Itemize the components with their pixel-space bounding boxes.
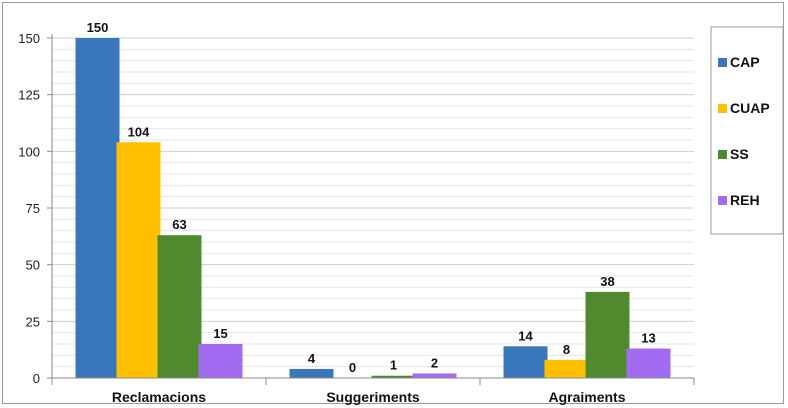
legend-label: CAP: [730, 54, 760, 70]
data-label: 150: [87, 20, 109, 35]
bar: [75, 38, 120, 378]
bar: [371, 375, 416, 378]
data-label: 1: [390, 358, 397, 373]
legend-label: CUAP: [730, 100, 770, 116]
legend: CAP CUAP SS REH: [710, 26, 784, 235]
y-tick-label: 75: [26, 201, 40, 216]
bar: [503, 346, 548, 378]
data-label: 63: [172, 217, 186, 232]
data-label: 104: [128, 124, 150, 139]
y-axis: 0 25 50 75 100 125 150: [18, 31, 53, 386]
bar: [116, 142, 161, 378]
bar: [626, 348, 671, 378]
bar: [289, 368, 334, 378]
y-tick-label: 0: [33, 371, 40, 386]
x-category-label: Reclamacions: [112, 389, 206, 405]
data-label: 8: [563, 342, 570, 357]
data-label: 38: [600, 274, 614, 289]
x-category-label: Agraiments: [548, 389, 625, 405]
legend-swatch: [718, 196, 727, 205]
data-label: 15: [213, 326, 227, 341]
legend-swatch: [718, 150, 727, 159]
y-tick-label: 50: [26, 258, 40, 273]
bar: [544, 359, 589, 378]
legend-swatch: [718, 104, 727, 113]
legend-label: REH: [730, 192, 760, 208]
data-label: 4: [308, 351, 316, 366]
bars: 150 104 63 15 4 0 1 2 14 8 38 13: [75, 20, 671, 378]
data-label: 14: [518, 328, 533, 343]
bar: [412, 373, 457, 378]
data-label: 13: [641, 331, 655, 346]
data-label: 2: [431, 355, 438, 370]
legend-swatch: [718, 58, 727, 67]
y-tick-label: 100: [18, 144, 40, 159]
y-tick-label: 125: [18, 88, 40, 103]
data-label: 0: [349, 360, 356, 375]
y-tick-label: 25: [26, 314, 40, 329]
y-tick-label: 150: [18, 31, 40, 46]
x-category-label: Suggeriments: [326, 389, 420, 405]
bar: [198, 344, 243, 378]
x-axis: Reclamacions Suggeriments Agraiments: [51, 377, 695, 405]
bar: [585, 291, 630, 378]
bar: [157, 235, 202, 378]
legend-label: SS: [730, 146, 749, 162]
